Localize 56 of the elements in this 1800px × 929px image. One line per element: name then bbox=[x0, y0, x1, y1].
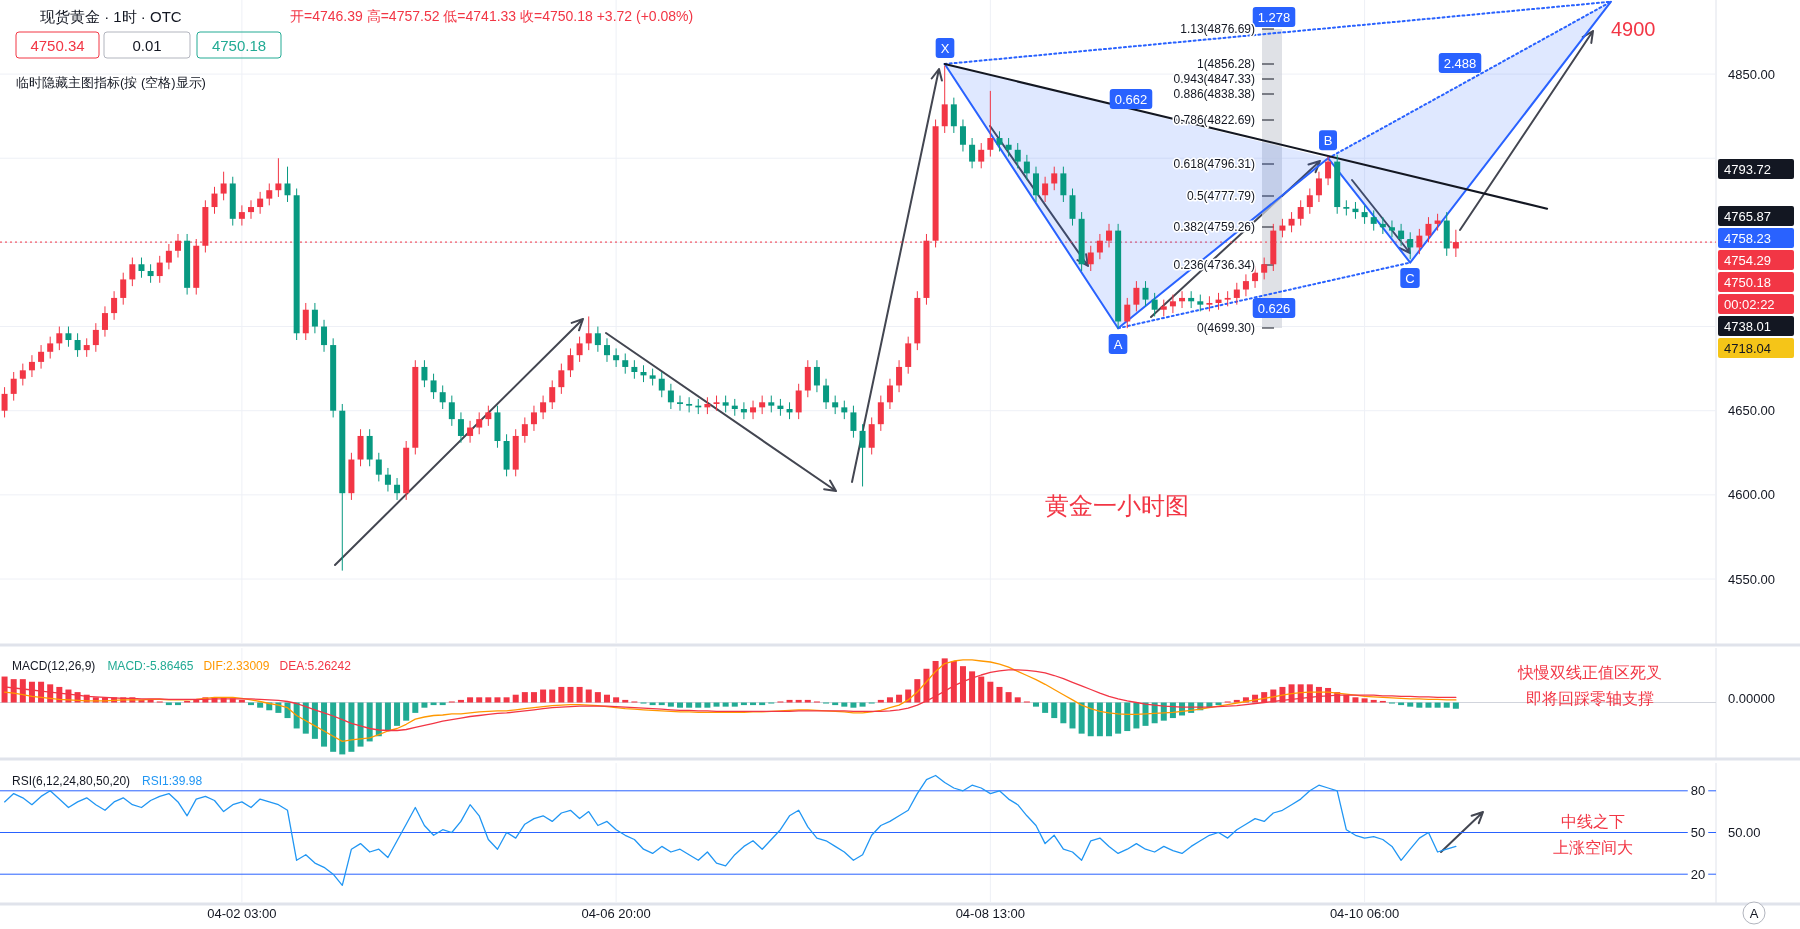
text: 00:02:22 bbox=[1724, 296, 1775, 312]
text: RSI(6,12,24,80,50,20) bbox=[12, 774, 131, 788]
text: 开=4746.39 高=4757.52 低=4741.33 收=4750.18 +3.72 (+0.08%) bbox=[290, 8, 694, 24]
y-tick-label: 4650.00 bbox=[1728, 403, 1775, 419]
annotation: 4750.34 bbox=[30, 36, 85, 54]
annotation: 1(4856.28) bbox=[1196, 57, 1255, 71]
annotation: 0.943(4847.33) bbox=[1173, 72, 1255, 86]
y-tick-label: 4550.00 bbox=[1728, 571, 1775, 587]
annotation: 4900 bbox=[1611, 18, 1656, 40]
annotation: A bbox=[1113, 336, 1123, 352]
x-tick-label: 04-10 06:00 bbox=[1329, 905, 1400, 921]
annotation: 临时隐藏主图指标(按 (空格)显示) bbox=[16, 74, 206, 90]
annotation: 2.488 bbox=[1443, 55, 1477, 71]
annotation: 中线之下 bbox=[1561, 812, 1625, 830]
chart-title: MACD(12,26,9) bbox=[12, 659, 96, 673]
text: DEA:5.26242 bbox=[279, 659, 352, 673]
annotation: 1.13(4876.69) bbox=[1180, 22, 1255, 36]
text: 0.00000 bbox=[1728, 690, 1775, 706]
annotation: 0.886(4838.38) bbox=[1173, 87, 1255, 101]
x-tick-label: 04-02 03:00 bbox=[207, 905, 277, 921]
annotation: X bbox=[940, 40, 950, 56]
annotation: 0(4699.30) bbox=[1196, 321, 1255, 335]
y-tick-label: 50 bbox=[1690, 825, 1706, 840]
text: MACD:-5.86465 bbox=[107, 659, 194, 673]
text: 50.00 bbox=[1728, 824, 1761, 840]
annotation: 0.01 bbox=[132, 36, 162, 54]
text: 4758.23 bbox=[1724, 230, 1771, 246]
text: 4738.01 bbox=[1724, 318, 1771, 334]
text: A bbox=[1749, 905, 1759, 921]
text: 4718.04 bbox=[1724, 340, 1771, 356]
annotation: 0.5(4777.79) bbox=[1186, 189, 1255, 203]
annotation: 0.626 bbox=[1257, 300, 1291, 316]
text: 4793.72 bbox=[1724, 161, 1771, 177]
annotation: 即将回踩零轴支撑 bbox=[1526, 689, 1654, 707]
text: 4754.29 bbox=[1724, 252, 1771, 268]
text: 现货黄金 · 1时 · OTC bbox=[40, 7, 182, 25]
annotation: C bbox=[1405, 270, 1415, 286]
x-tick-label: 04-06 20:00 bbox=[581, 905, 651, 921]
y-tick-label: 80 bbox=[1690, 783, 1706, 799]
text: 4765.87 bbox=[1724, 208, 1771, 224]
annotation: 0.786(4822.69) bbox=[1173, 113, 1255, 127]
y-tick-label: 4850.00 bbox=[1728, 66, 1775, 82]
x-tick-label: 04-08 13:00 bbox=[955, 905, 1026, 921]
annotation: 上涨空间大 bbox=[1553, 838, 1633, 856]
annotation: 1.278 bbox=[1257, 9, 1291, 25]
series-label: RSI1:39.98 bbox=[142, 774, 203, 788]
annotation: 黄金一小时图 bbox=[1045, 491, 1189, 519]
annotation: B bbox=[1323, 132, 1333, 148]
annotation: 4750.18 bbox=[211, 36, 267, 54]
annotation: 0.662 bbox=[1114, 91, 1148, 107]
annotation: 0.618(4796.31) bbox=[1173, 157, 1255, 171]
y-tick-label: 20 bbox=[1690, 866, 1706, 882]
text: DIF:2.33009 bbox=[203, 659, 270, 673]
text: 4750.18 bbox=[1724, 274, 1771, 290]
y-tick-label: 4600.00 bbox=[1728, 487, 1775, 503]
annotation: 快慢双线正值区死叉 bbox=[1517, 663, 1662, 681]
